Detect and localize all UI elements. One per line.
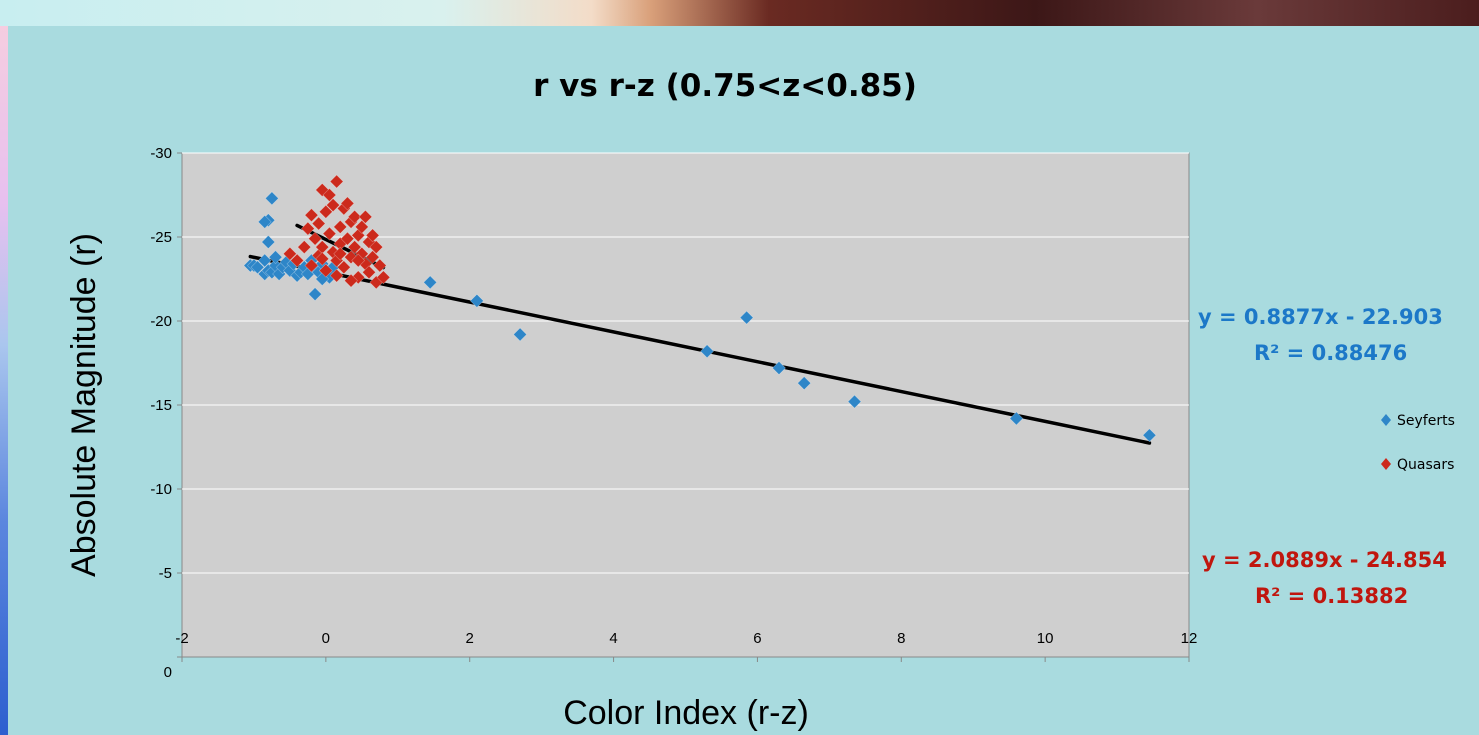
legend-marker-quasars	[1381, 458, 1391, 470]
point-seyferts	[250, 260, 265, 275]
point-quasars	[282, 246, 297, 261]
point-quasars	[290, 253, 305, 268]
point-quasars	[354, 219, 369, 234]
point-seyferts	[469, 293, 484, 308]
point-seyferts	[1142, 428, 1157, 443]
y-tick-label: -25	[150, 229, 172, 246]
point-seyferts	[797, 376, 812, 391]
legend-marker-seyferts	[1381, 414, 1391, 426]
point-seyferts	[261, 235, 276, 249]
point-quasars	[372, 258, 387, 273]
x-tick-label: 12	[1181, 630, 1198, 647]
legend: Seyferts Quasars	[1381, 413, 1455, 473]
data-points	[243, 174, 1157, 443]
point-seyferts	[700, 344, 715, 359]
point-quasars	[365, 250, 380, 265]
y-tick-label: -10	[150, 481, 172, 498]
point-quasars	[347, 209, 362, 224]
point-quasars	[318, 263, 333, 278]
y-tick-label: -30	[150, 145, 172, 162]
point-quasars	[322, 188, 337, 202]
left-decor-bar	[0, 26, 8, 735]
point-quasars	[340, 231, 355, 246]
point-quasars	[347, 240, 362, 255]
point-quasars	[326, 198, 340, 213]
point-seyferts	[315, 272, 330, 286]
point-quasars	[318, 204, 333, 219]
legend-label-seyferts: Seyferts	[1397, 413, 1455, 429]
point-quasars	[304, 208, 319, 223]
legend-label-quasars: Quasars	[1397, 457, 1454, 473]
top-decor-bar	[0, 0, 1479, 26]
x-tick-label: 6	[753, 630, 761, 647]
point-quasars	[300, 221, 315, 236]
trendline-equation-quasars: y = 2.0889x - 24.854 R² = 0.13882	[1202, 548, 1447, 608]
y-tick-label: -20	[150, 313, 172, 330]
equation-seyferts: y = 0.8877x - 22.903	[1198, 305, 1443, 329]
y-tick-label: -15	[150, 397, 172, 414]
point-quasars	[365, 228, 380, 243]
point-seyferts	[264, 191, 279, 206]
point-seyferts	[739, 310, 754, 325]
gridlines	[182, 152, 1189, 574]
point-quasars	[376, 270, 391, 285]
point-seyferts	[513, 327, 527, 342]
point-seyferts	[257, 253, 272, 268]
point-seyferts	[847, 394, 862, 409]
y-tick-label: -5	[159, 565, 172, 582]
x-tick-label: 4	[609, 630, 617, 647]
point-quasars	[351, 253, 366, 268]
point-seyferts	[257, 214, 272, 229]
x-tick-label: 8	[897, 630, 905, 647]
r2-seyferts: R² = 0.88476	[1254, 341, 1407, 365]
trendline-equation-seyferts: y = 0.8877x - 22.903 R² = 0.88476	[1198, 305, 1443, 365]
x-tick-label: 0	[322, 630, 330, 647]
point-quasars	[308, 231, 322, 246]
point-seyferts	[772, 361, 786, 375]
point-quasars	[322, 226, 337, 241]
point-quasars	[336, 260, 351, 275]
r2-quasars: R² = 0.13882	[1255, 584, 1408, 608]
point-quasars	[358, 209, 373, 224]
y-tick-label: 0	[164, 664, 172, 681]
point-quasars	[329, 174, 344, 189]
point-quasars	[329, 268, 344, 283]
chart-title: r vs r-z (0.75<z<0.85)	[533, 68, 917, 104]
point-quasars	[369, 240, 384, 255]
point-quasars	[344, 273, 358, 288]
trendline-seyferts	[248, 254, 1152, 445]
point-quasars	[333, 219, 348, 234]
x-tick-label: 2	[466, 630, 474, 647]
equation-quasars: y = 2.0889x - 24.854	[1202, 548, 1447, 572]
axis-ticks: -2 0 2 4 6 8 10 120-5-10-15-20-25-30	[150, 145, 1197, 681]
x-axis-title: Color Index (r-z)	[563, 694, 809, 732]
y-axis-title: Absolute Magnitude (r)	[65, 233, 103, 577]
point-quasars	[315, 251, 330, 266]
point-quasars	[315, 183, 330, 197]
point-seyferts	[308, 287, 322, 302]
point-quasars	[304, 258, 319, 273]
x-tick-label: 10	[1037, 630, 1054, 647]
point-quasars	[333, 246, 348, 261]
x-tick-label: -2	[175, 630, 188, 647]
point-quasars	[297, 240, 312, 255]
point-quasars	[311, 216, 326, 231]
point-seyferts	[268, 250, 283, 265]
point-seyferts	[1009, 411, 1024, 426]
point-seyferts	[423, 275, 438, 290]
point-quasars	[340, 196, 355, 211]
point-quasars	[362, 265, 376, 280]
